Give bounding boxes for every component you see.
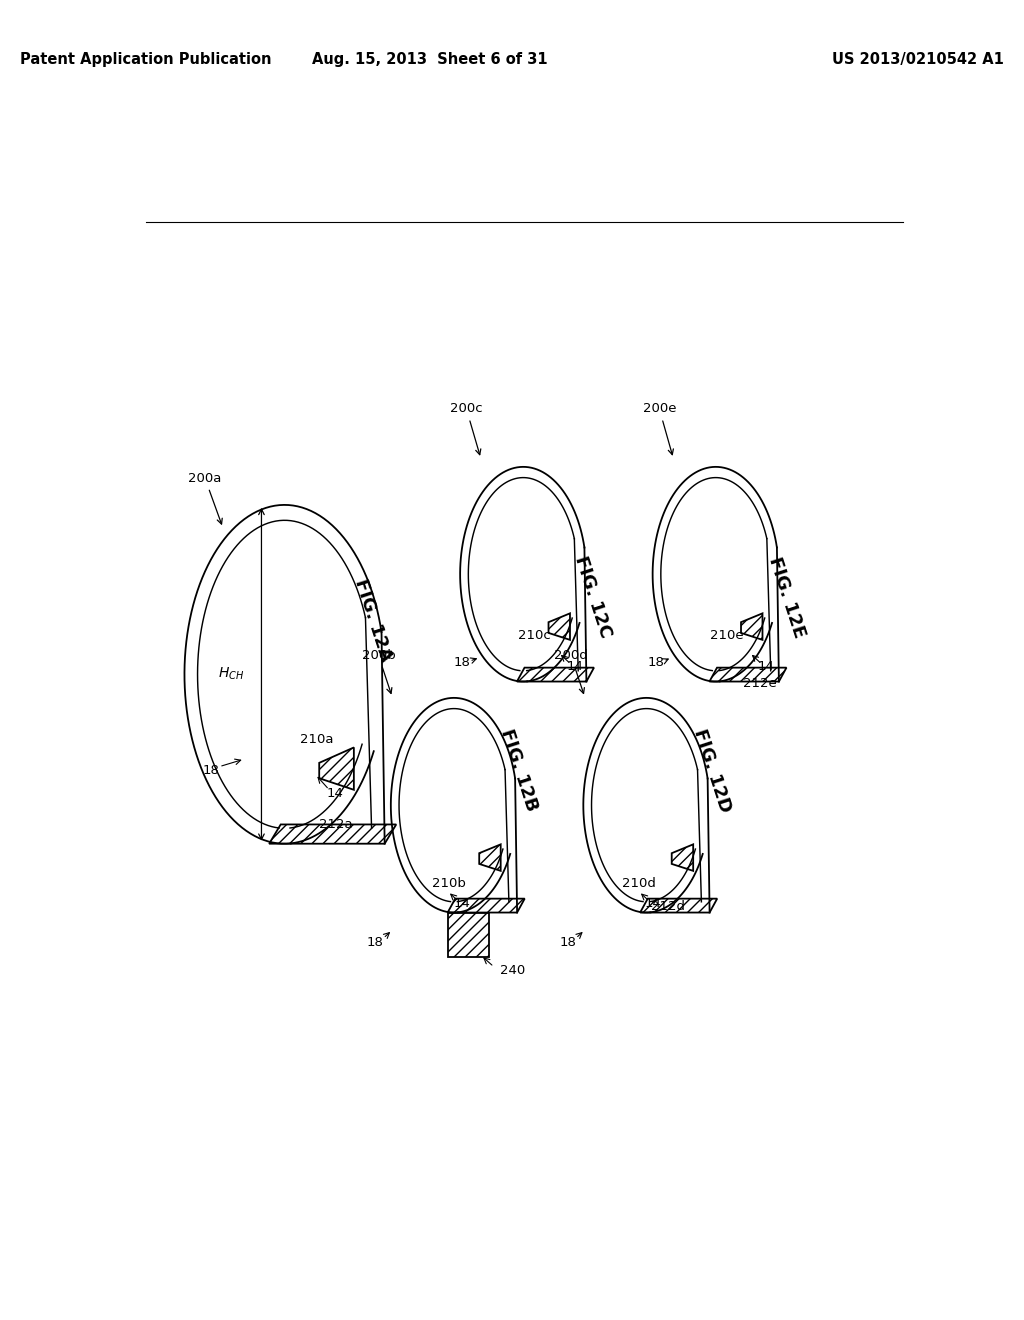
Text: FIG. 12C: FIG. 12C (570, 554, 614, 640)
Polygon shape (319, 747, 354, 789)
Text: FIG. 12D: FIG. 12D (690, 726, 734, 814)
Text: 18: 18 (559, 936, 577, 949)
Polygon shape (479, 845, 501, 871)
Text: 18: 18 (648, 656, 665, 669)
Text: FIG. 12A: FIG. 12A (351, 577, 395, 664)
Polygon shape (447, 899, 524, 912)
Text: 210b: 210b (432, 878, 466, 890)
Text: Patent Application Publication: Patent Application Publication (20, 51, 272, 67)
Polygon shape (517, 668, 594, 681)
Polygon shape (549, 614, 570, 640)
Text: 212d: 212d (651, 900, 685, 913)
Text: 200d: 200d (554, 649, 588, 693)
Text: 14: 14 (327, 787, 343, 800)
Text: 18: 18 (203, 764, 220, 777)
Text: 240: 240 (500, 964, 525, 977)
Text: 200e: 200e (643, 403, 676, 454)
Polygon shape (447, 912, 488, 957)
Text: 210e: 210e (711, 630, 744, 643)
Text: Aug. 15, 2013  Sheet 6 of 31: Aug. 15, 2013 Sheet 6 of 31 (312, 51, 548, 67)
Text: 18: 18 (454, 656, 470, 669)
Text: 14: 14 (566, 660, 584, 673)
Text: 200c: 200c (451, 403, 482, 454)
Text: FIG. 12E: FIG. 12E (765, 554, 808, 640)
Text: 212e: 212e (743, 677, 777, 690)
Text: $H_{CH}$: $H_{CH}$ (217, 667, 244, 682)
Text: 14: 14 (758, 660, 774, 673)
Polygon shape (269, 825, 396, 843)
Text: 200b: 200b (361, 649, 395, 693)
Text: FIG. 12B: FIG. 12B (498, 727, 541, 814)
Polygon shape (710, 668, 786, 681)
Polygon shape (640, 899, 717, 912)
Text: 18: 18 (367, 936, 384, 949)
Text: 200a: 200a (188, 471, 222, 524)
Text: 210d: 210d (622, 878, 655, 890)
Text: 212a: 212a (319, 818, 353, 832)
Text: 210a: 210a (300, 733, 334, 746)
Polygon shape (672, 845, 693, 871)
Polygon shape (741, 614, 763, 640)
Text: 210c: 210c (518, 630, 551, 643)
Text: US 2013/0210542 A1: US 2013/0210542 A1 (831, 51, 1004, 67)
Text: 14: 14 (454, 898, 470, 911)
Text: 14: 14 (644, 898, 662, 911)
